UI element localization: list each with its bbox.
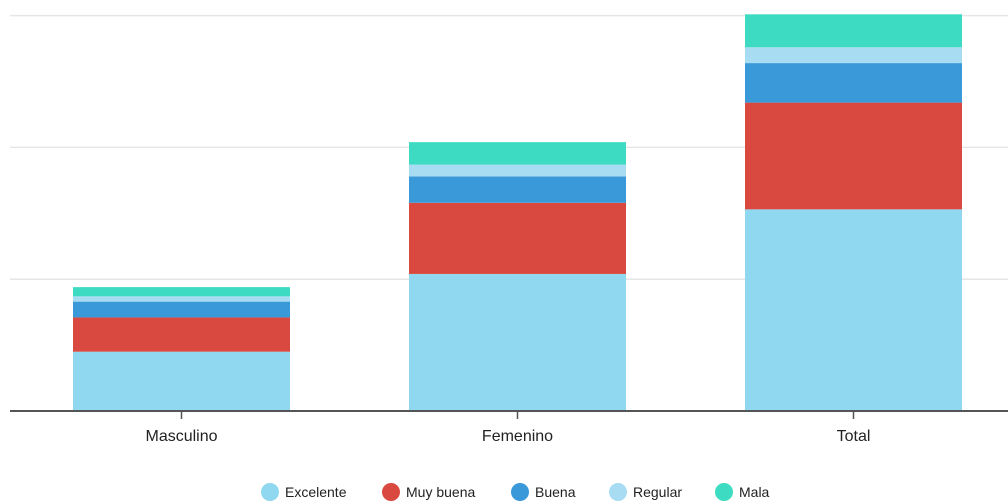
x-tick-label: Femenino bbox=[482, 428, 553, 445]
bar-segment bbox=[73, 301, 290, 318]
x-tick-label: Total bbox=[837, 428, 871, 445]
bar-segment bbox=[73, 296, 290, 302]
legend-marker bbox=[511, 483, 529, 501]
legend-label: Excelente bbox=[285, 484, 347, 500]
legend-label: Mala bbox=[739, 484, 770, 500]
bar-segment bbox=[73, 351, 290, 411]
legend-label: Regular bbox=[633, 484, 682, 500]
legend-label: Muy buena bbox=[406, 484, 475, 500]
x-axis-ticks: Masculino Femenino Total bbox=[145, 411, 870, 445]
legend-marker bbox=[261, 483, 279, 501]
legend-marker bbox=[609, 483, 627, 501]
bar-segment bbox=[745, 47, 962, 64]
legend-marker bbox=[382, 483, 400, 501]
legend: Excelente Muy buena Buena Regular Mala bbox=[261, 483, 770, 501]
bar-segment bbox=[73, 317, 290, 352]
legend-label: Buena bbox=[535, 484, 576, 500]
bar-segment bbox=[409, 273, 626, 411]
bar-segment bbox=[73, 287, 290, 297]
legend-marker bbox=[715, 483, 733, 501]
bar-segment bbox=[409, 164, 626, 177]
bar-stacks bbox=[73, 14, 962, 411]
bar-segment bbox=[745, 209, 962, 411]
bar-segment bbox=[745, 102, 962, 210]
bar-segment bbox=[409, 176, 626, 203]
bar-segment bbox=[409, 202, 626, 274]
x-tick-label: Masculino bbox=[145, 428, 217, 445]
bar-segment bbox=[409, 142, 626, 165]
bar-segment bbox=[745, 14, 962, 48]
bar-segment bbox=[745, 63, 962, 103]
